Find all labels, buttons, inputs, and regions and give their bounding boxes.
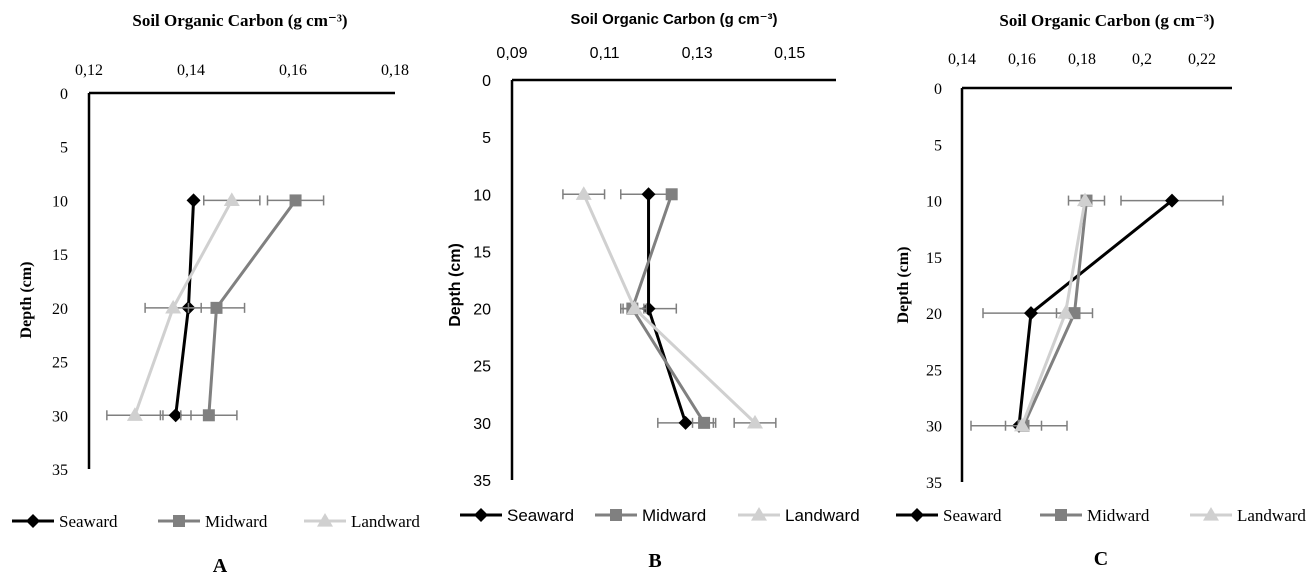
y-tick-label: 35 <box>473 473 491 490</box>
panel-label: C <box>1094 548 1108 570</box>
legend-label: Midward <box>1087 506 1150 525</box>
chart-title: Soil Organic Carbon (g cm⁻³) <box>999 11 1214 30</box>
y-axis-label: Depth (cm) <box>18 262 35 339</box>
legend-label: Seaward <box>507 506 574 525</box>
legend-marker <box>751 507 767 521</box>
y-tick-label: 35 <box>52 462 68 479</box>
x-tick-label: 0,09 <box>496 45 527 62</box>
y-axis-label: Depth (cm) <box>895 247 912 324</box>
y-tick-label: 0 <box>482 73 491 90</box>
data-point <box>1077 192 1093 207</box>
legend: Seaward Midward Landward <box>460 506 860 525</box>
legend-label: Seaward <box>943 506 1002 525</box>
legend: Seaward Midward Landward <box>12 512 420 531</box>
legend-marker <box>610 509 622 521</box>
legend-label: Seaward <box>59 512 118 531</box>
panel-label: A <box>213 555 228 577</box>
data-point <box>126 407 143 421</box>
y-tick-label: 15 <box>926 250 942 267</box>
series-landward <box>106 192 261 421</box>
data-point <box>665 188 678 201</box>
chart-panel-A: Soil Organic Carbon (g cm⁻³) 0,12 0,14 0,16… <box>12 11 420 577</box>
x-tick-label: 0,13 <box>682 45 713 62</box>
x-tick-label: 0,18 <box>381 62 409 79</box>
x-tick-label: 0,11 <box>590 45 620 62</box>
data-point <box>210 301 223 314</box>
y-axis-label: Depth (cm) <box>447 243 464 327</box>
data-point <box>1014 417 1030 432</box>
data-point <box>202 409 215 422</box>
series-seaward <box>970 193 1224 433</box>
chart-panel-B: Soil Organic Carbon (g cm⁻³) 0,09 0,11 0,13… <box>447 11 860 572</box>
y-tick-label: 5 <box>482 130 491 147</box>
legend-label: Midward <box>642 506 706 525</box>
legend: Seaward Midward Landward <box>896 506 1306 525</box>
data-point <box>165 299 182 314</box>
y-tick-label: 5 <box>934 137 942 154</box>
data-point <box>747 414 763 429</box>
data-point <box>223 192 240 207</box>
data-point <box>1165 193 1179 208</box>
legend-marker <box>1055 509 1067 521</box>
x-tick-label: 0,16 <box>1008 51 1036 68</box>
y-tick-label: 25 <box>52 355 68 372</box>
legend-marker <box>317 513 333 527</box>
legend-label: Landward <box>351 512 420 531</box>
panel-label: B <box>648 550 661 572</box>
y-tick-label: 10 <box>52 193 68 210</box>
y-tick-label: 20 <box>926 306 942 323</box>
x-tick-label: 0,15 <box>774 45 805 62</box>
legend-marker <box>26 514 40 528</box>
data-point <box>698 416 711 429</box>
data-point <box>641 187 656 202</box>
y-tick-label: 25 <box>473 359 491 376</box>
x-tick-label: 0,22 <box>1188 51 1216 68</box>
y-tick-label: 0 <box>934 81 942 98</box>
x-tick-label: 0,2 <box>1132 51 1152 68</box>
y-tick-label: 20 <box>473 302 491 319</box>
data-point <box>626 300 643 315</box>
y-tick-label: 35 <box>926 475 942 492</box>
y-tick-label: 30 <box>473 416 491 433</box>
legend-label: Landward <box>1237 506 1306 525</box>
legend-marker <box>474 508 488 522</box>
x-tick-label: 0,16 <box>279 62 307 79</box>
legend-marker <box>173 515 185 527</box>
series-landward <box>1014 192 1093 432</box>
chart-title: Soil Organic Carbon (g cm⁻³) <box>570 11 777 28</box>
data-point <box>678 415 693 430</box>
y-tick-label: 15 <box>52 247 68 264</box>
x-tick-label: 0,14 <box>177 62 205 79</box>
series-landward <box>562 186 777 429</box>
data-point <box>186 193 201 208</box>
legend-label: Midward <box>205 512 268 531</box>
legend-marker <box>1203 507 1219 521</box>
x-tick-label: 0,14 <box>948 51 976 68</box>
data-point <box>641 301 656 316</box>
data-point <box>168 408 183 423</box>
x-tick-label: 0,12 <box>75 62 103 79</box>
chart-title: Soil Organic Carbon (g cm⁻³) <box>132 11 347 30</box>
y-tick-label: 0 <box>60 86 68 103</box>
y-tick-label: 25 <box>926 362 942 379</box>
chart-panel-C: Soil Organic Carbon (g cm⁻³) 0,14 0,16 0,18… <box>895 11 1306 570</box>
y-tick-label: 10 <box>473 187 491 204</box>
data-point <box>575 186 592 200</box>
legend-label: Landward <box>785 506 860 525</box>
legend-marker <box>910 508 924 522</box>
series-midward <box>180 194 325 422</box>
y-tick-label: 30 <box>926 419 942 436</box>
data-point <box>1024 306 1038 321</box>
y-tick-label: 5 <box>60 140 68 157</box>
y-tick-label: 30 <box>52 408 68 425</box>
data-point <box>1057 305 1074 319</box>
x-tick-label: 0,18 <box>1068 51 1096 68</box>
data-point <box>289 194 302 207</box>
y-tick-label: 20 <box>52 301 68 318</box>
y-tick-label: 15 <box>473 244 491 261</box>
y-tick-label: 10 <box>926 194 942 211</box>
